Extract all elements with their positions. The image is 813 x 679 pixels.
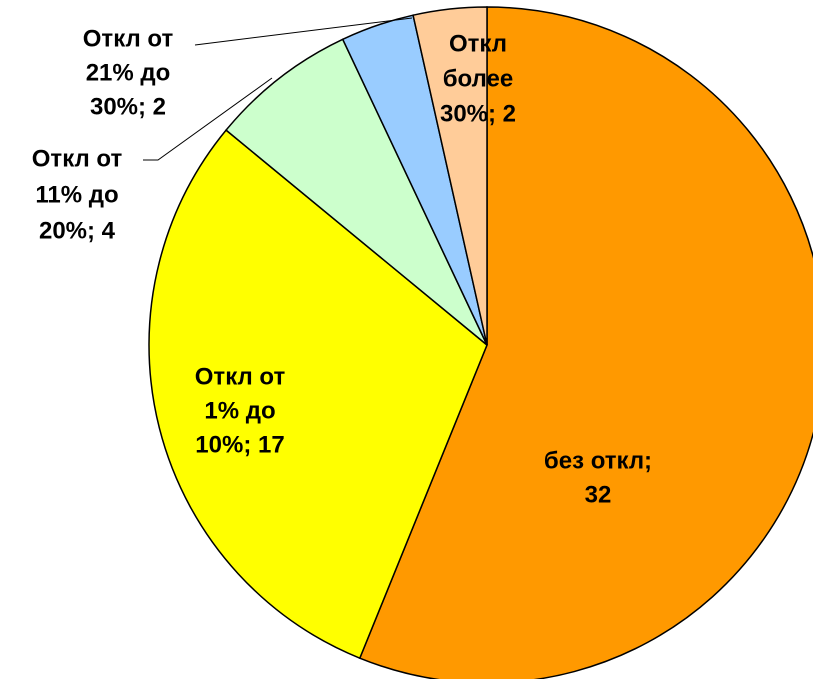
data-label: Откл bbox=[449, 30, 507, 57]
data-label: Откл от bbox=[32, 145, 123, 172]
pie-slice bbox=[358, 6, 813, 679]
data-label: более bbox=[443, 65, 514, 92]
pie-slice bbox=[412, 6, 488, 346]
data-label: 1% до bbox=[204, 397, 275, 424]
data-label: 20%; 4 bbox=[39, 217, 116, 244]
data-label: 10%; 17 bbox=[195, 431, 284, 458]
pie-slice bbox=[225, 38, 488, 346]
data-label: 30%; 2 bbox=[440, 100, 516, 127]
data-label: 21% до bbox=[86, 59, 171, 86]
data-label: 32 bbox=[585, 481, 612, 508]
leader-line bbox=[143, 77, 273, 161]
data-label: 11% до bbox=[35, 181, 118, 208]
pie-slice bbox=[148, 129, 488, 660]
data-label: 30%; 2 bbox=[90, 93, 166, 120]
leader-line bbox=[194, 17, 413, 46]
data-label: Откл от bbox=[195, 363, 286, 390]
data-label: без откл; bbox=[544, 447, 652, 474]
data-label: Откл от bbox=[83, 25, 174, 52]
